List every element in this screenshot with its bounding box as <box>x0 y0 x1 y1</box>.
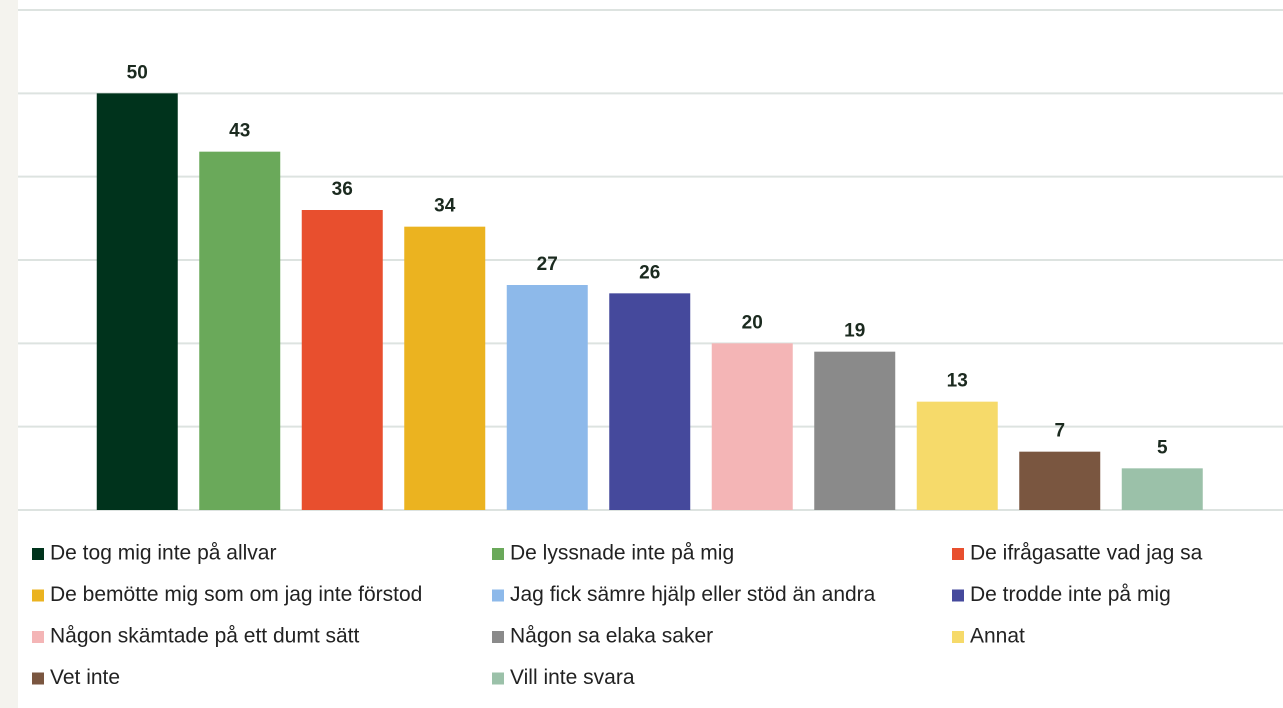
legend-swatch <box>492 589 504 602</box>
legend-label: Någon skämtade på ett dumt sätt <box>50 625 360 648</box>
value-label: 7 <box>1054 421 1065 442</box>
bar <box>301 210 383 510</box>
value-label: 5 <box>1157 437 1168 458</box>
value-label: 36 <box>332 179 353 200</box>
legend-label: Jag fick sämre hjälp eller stöd än andra <box>510 583 876 606</box>
bar <box>711 343 793 510</box>
bar <box>199 151 281 510</box>
legend-label: Vill inte svara <box>510 666 635 689</box>
bar <box>609 293 691 510</box>
bar <box>1121 468 1203 510</box>
legend-swatch <box>32 631 44 643</box>
legend-swatch <box>32 672 44 685</box>
value-label: 27 <box>537 254 558 275</box>
legend-swatch <box>492 631 504 643</box>
legend-label: Annat <box>970 625 1025 648</box>
bar <box>814 351 896 510</box>
legend-swatch <box>32 589 44 602</box>
legend-label: De tog mig inte på allvar <box>50 542 276 565</box>
left-strip <box>0 0 18 708</box>
legend-label: De trodde inte på mig <box>970 583 1171 606</box>
legend-swatch <box>492 548 504 560</box>
value-label: 50 <box>127 62 148 83</box>
value-label: 43 <box>229 121 250 142</box>
bar <box>916 401 998 510</box>
legend-swatch <box>492 672 504 685</box>
legend-label: Vet inte <box>50 666 120 689</box>
bar <box>1019 451 1101 510</box>
legend-label: De lyssnade inte på mig <box>510 542 734 565</box>
bar <box>96 93 178 510</box>
bar <box>506 285 588 510</box>
legend-swatch <box>952 589 964 602</box>
value-label: 20 <box>742 312 763 333</box>
value-label: 26 <box>639 262 660 283</box>
bar <box>404 226 486 510</box>
legend-swatch <box>952 548 964 560</box>
legend-label: Någon sa elaka saker <box>510 625 713 648</box>
legend-label: De bemötte mig som om jag inte förstod <box>50 583 422 606</box>
value-label: 19 <box>844 321 865 342</box>
value-label: 34 <box>434 196 456 217</box>
legend-label: De ifrågasatte vad jag sa <box>970 542 1203 565</box>
legend-swatch <box>32 548 44 560</box>
value-label: 13 <box>947 371 968 392</box>
legend-swatch <box>952 631 964 643</box>
